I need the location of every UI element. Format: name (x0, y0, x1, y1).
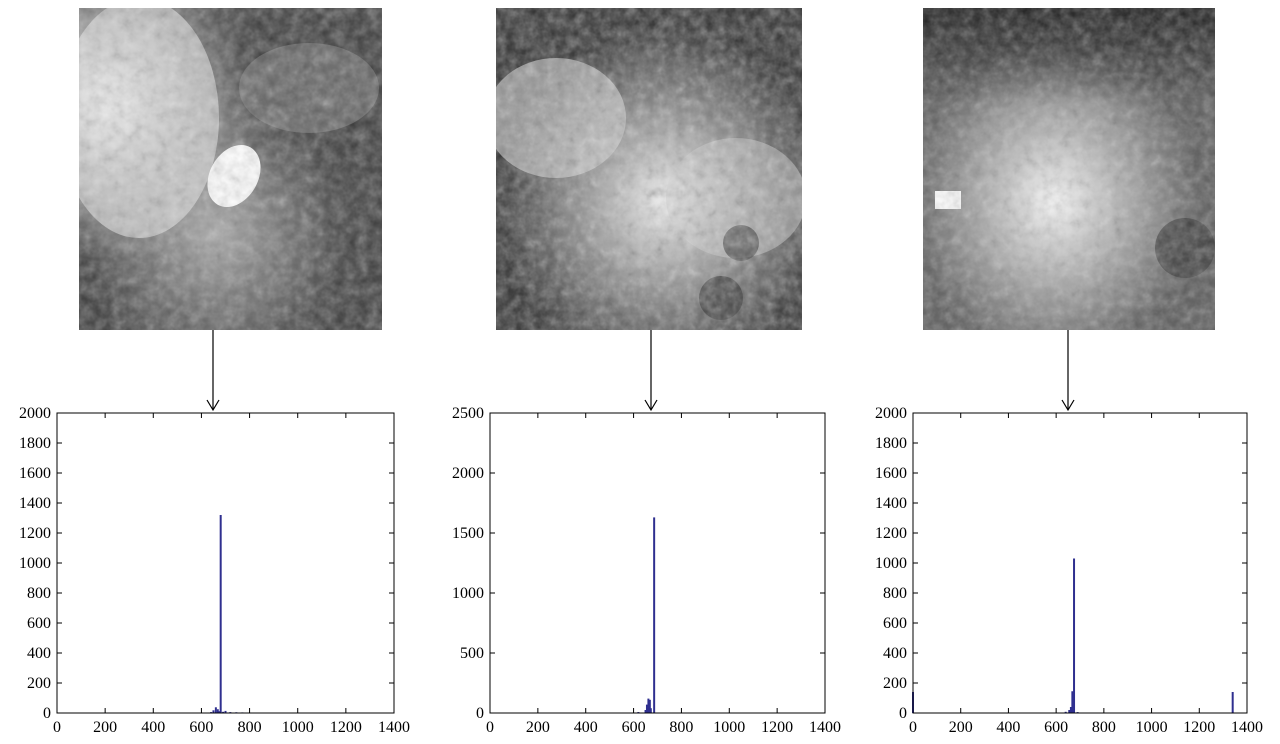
chart-2-xtick-label: 400 (574, 719, 598, 736)
chart-1-axes-box (56, 412, 395, 714)
chart-3-xtick-label: 0 (909, 719, 917, 736)
chart-2-xtick-label: 0 (486, 719, 494, 736)
chart-1-bar (219, 515, 222, 713)
chart-2-ytick-label: 500 (460, 645, 484, 662)
chart-1-xtick-label: 1200 (330, 719, 362, 736)
chart-1-ytick-label: 600 (27, 615, 51, 632)
chart-1-xtick-label: 400 (141, 719, 165, 736)
chart-3-axes-box (912, 412, 1248, 714)
image-patch-2 (496, 8, 802, 330)
chart-2-bar (648, 699, 651, 713)
chart-1-ytick-label: 1200 (19, 525, 51, 542)
chart-2-ytick-label: 2000 (452, 465, 484, 482)
chart-3-bar (1071, 691, 1074, 713)
chart-3-bar (1231, 692, 1234, 713)
chart-2-bar (644, 710, 647, 713)
chart-3-bar (1069, 707, 1072, 713)
chart-2-bar (647, 698, 650, 713)
chart-2-xtick-label: 1400 (809, 719, 841, 736)
chart-3-ytick-label: 400 (883, 645, 907, 662)
chart-1-bar (214, 707, 217, 713)
chart-3-ytick-label: 1400 (875, 495, 907, 512)
grayscale-tissue-patch-2-icon (496, 8, 802, 330)
chart-3-bar (1064, 711, 1067, 713)
chart-2-ytick-label: 0 (476, 705, 484, 722)
chart-1-ytick-label: 400 (27, 645, 51, 662)
chart-1-ytick-label: 200 (27, 675, 51, 692)
chart-2-xtick-label: 200 (526, 719, 550, 736)
arrow-1-head (206, 399, 220, 412)
chart-1-xtick-label: 200 (93, 719, 117, 736)
chart-3-xtick-label: 1200 (1183, 719, 1215, 736)
chart-3-ytick-label: 2000 (875, 405, 907, 422)
chart-1-ytick-label: 1400 (19, 495, 51, 512)
chart-1-xtick-label: 1400 (378, 719, 410, 736)
chart-3-ytick-label: 1800 (875, 435, 907, 452)
chart-3-xtick-label: 600 (1044, 719, 1068, 736)
arrow-3-head (1061, 399, 1075, 412)
chart-2-bar (653, 517, 656, 713)
chart-3-ytick-label: 1000 (875, 555, 907, 572)
chart-3-xtick-label: 400 (996, 719, 1020, 736)
chart-1-ytick-label: 1600 (19, 465, 51, 482)
image-patch-1 (79, 8, 382, 330)
grayscale-tissue-patch-3-icon (923, 8, 1215, 330)
chart-2-bar (649, 708, 652, 713)
chart-3-xtick-label: 200 (949, 719, 973, 736)
chart-1-xtick-label: 0 (53, 719, 61, 736)
chart-2-xtick-label: 1200 (761, 719, 793, 736)
chart-1-xtick-label: 1000 (282, 719, 314, 736)
image-patch-3 (923, 8, 1215, 330)
chart-3-xtick-label: 1400 (1231, 719, 1263, 736)
chart-3-bar (1073, 558, 1076, 713)
chart-2-xtick-label: 800 (669, 719, 693, 736)
chart-1-xtick-label: 800 (238, 719, 262, 736)
chart-3-ytick-label: 1600 (875, 465, 907, 482)
chart-3-xtick-label: 800 (1092, 719, 1116, 736)
chart-3-ytick-label: 1200 (875, 525, 907, 542)
chart-2-xtick-label: 600 (622, 719, 646, 736)
chart-1-bar (216, 709, 219, 713)
chart-2-axes-box (489, 412, 826, 714)
chart-2-bar (645, 704, 648, 713)
chart-1-ytick-label: 1800 (19, 435, 51, 452)
chart-1-bar (218, 711, 221, 713)
chart-3-bar (1068, 710, 1071, 713)
chart-3-ytick-label: 200 (883, 675, 907, 692)
chart-1-ytick-label: 1000 (19, 555, 51, 572)
chart-1-bar (212, 710, 215, 713)
chart-3-ytick-label: 0 (899, 705, 907, 722)
chart-3-ytick-label: 800 (883, 585, 907, 602)
chart-1-xtick-label: 600 (189, 719, 213, 736)
grayscale-tissue-patch-1-icon (79, 8, 382, 330)
arrow-2-head (644, 399, 658, 412)
chart-1-ytick-label: 800 (27, 585, 51, 602)
chart-2-ytick-label: 2500 (452, 405, 484, 422)
chart-1-bar (224, 710, 227, 713)
chart-1-ytick-label: 0 (43, 705, 51, 722)
chart-3-xtick-label: 1000 (1136, 719, 1168, 736)
chart-1-ytick-label: 2000 (19, 405, 51, 422)
chart-3-ytick-label: 600 (883, 615, 907, 632)
chart-2-ytick-label: 1500 (452, 525, 484, 542)
chart-2-xtick-label: 1000 (713, 719, 745, 736)
chart-2-ytick-label: 1000 (452, 585, 484, 602)
chart-1-bar (222, 711, 225, 713)
